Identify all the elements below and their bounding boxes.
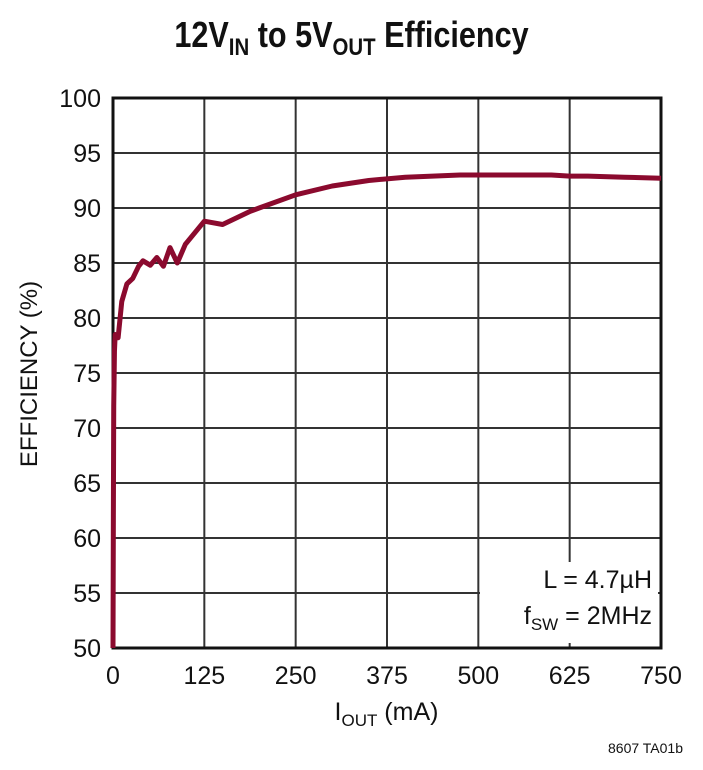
x-tick-label: 625 bbox=[549, 662, 591, 690]
y-tick-label: 65 bbox=[73, 470, 101, 498]
y-tick-label: 75 bbox=[73, 360, 101, 388]
x-tick-label: 250 bbox=[275, 662, 317, 690]
y-tick-label: 50 bbox=[73, 635, 101, 663]
x-tick-label: 750 bbox=[640, 662, 682, 690]
y-tick-label: 100 bbox=[59, 85, 101, 113]
frequency-note: fSW = 2MHz bbox=[523, 602, 652, 634]
y-tick-label: 90 bbox=[73, 195, 101, 223]
y-tick-label: 60 bbox=[73, 525, 101, 553]
inductance-note: L = 4.7µH bbox=[543, 566, 652, 594]
y-tick-label: 70 bbox=[73, 415, 101, 443]
x-axis-label: IOUT (mA) bbox=[334, 698, 439, 730]
y-tick-label: 80 bbox=[73, 305, 101, 333]
annotation-box: L = 4.7µH fSW = 2MHz bbox=[480, 562, 658, 643]
efficiency-line bbox=[110, 172, 662, 649]
x-tick-label: 125 bbox=[183, 662, 225, 690]
y-tick-label: 85 bbox=[73, 250, 101, 278]
x-tick-label: 375 bbox=[366, 662, 408, 690]
chart-title: 12VIN to 5VOUT Efficiency bbox=[174, 14, 529, 61]
y-tick-label: 55 bbox=[73, 580, 101, 608]
figure-code: 8607 TA01b bbox=[608, 740, 683, 756]
x-tick-label: 500 bbox=[457, 662, 499, 690]
y-tick-label: 95 bbox=[73, 140, 101, 168]
y-axis-label: EFFICIENCY (%) bbox=[16, 280, 43, 468]
x-tick-label: 0 bbox=[106, 662, 120, 690]
